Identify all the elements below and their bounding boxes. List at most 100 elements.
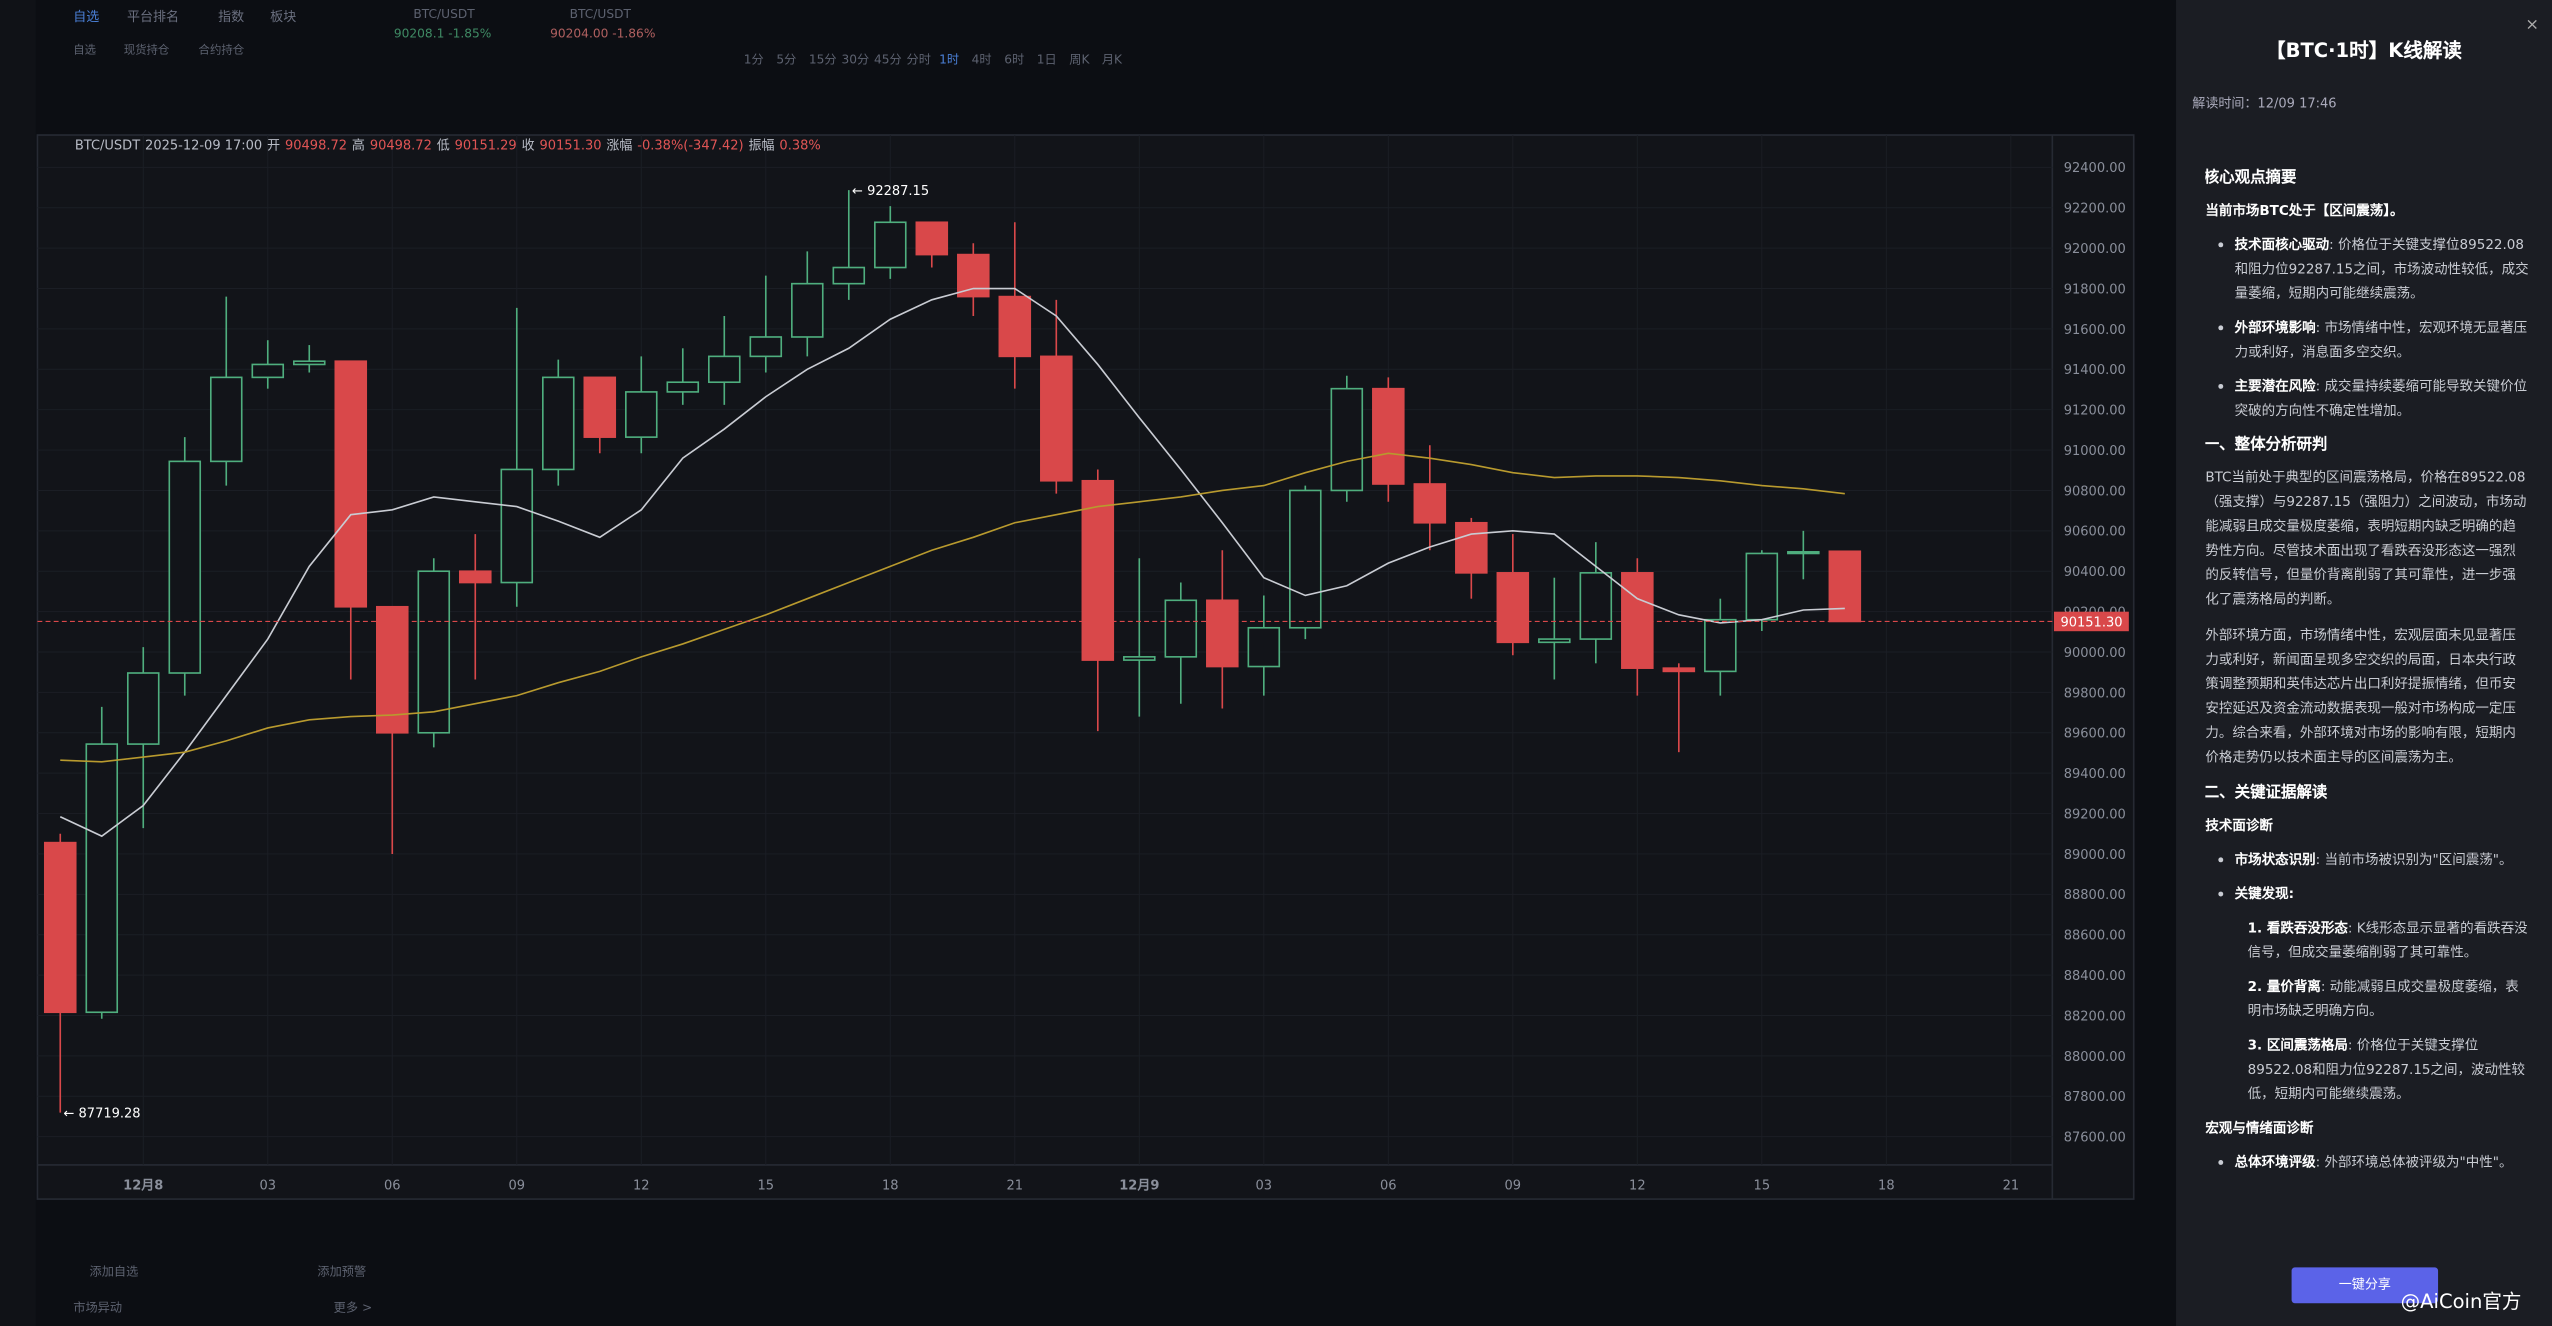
timeframe: 1时	[939, 52, 960, 67]
text: : K线形态显示显著的看跌吞没信号，但成交量萎缩削弱了其可靠性。	[2247, 919, 2528, 960]
candle-body	[375, 605, 409, 734]
x-tick-label: 12	[633, 1178, 650, 1193]
y-tick-label: 91400.00	[2064, 363, 2126, 378]
nav-item: 平台排名	[126, 9, 180, 25]
candle-body	[791, 282, 824, 338]
tab-name: BTC/USDT	[569, 6, 631, 22]
y-tick-label: 89400.00	[2064, 767, 2126, 782]
candle-body	[915, 221, 949, 256]
info-part: 0.38%	[779, 139, 820, 154]
y-tick-label: 90600.00	[2064, 525, 2126, 540]
candle-body	[1538, 638, 1571, 644]
y-tick-label: 91800.00	[2064, 282, 2126, 297]
low-label: ← 87719.28	[64, 1106, 141, 1121]
y-tick-label: 92200.00	[2064, 202, 2126, 217]
candle-body	[625, 391, 658, 438]
y-tick-label: 90800.00	[2064, 484, 2126, 499]
candle-body	[957, 253, 990, 298]
candle-body	[292, 360, 326, 366]
watermark: @AiCoin官方	[2400, 1290, 2522, 1313]
text: : 市场情绪中性，宏观环境无显著压力或利好，消息面多空交织。	[2234, 318, 2528, 360]
candle-body	[1330, 387, 1364, 492]
candle-body	[459, 570, 492, 584]
timeframe: 周K	[1069, 52, 1090, 67]
timeframe: 1分	[743, 52, 764, 67]
x-tick-label: 06	[1380, 1178, 1397, 1193]
panel-sub: 技术面诊断	[2205, 816, 2273, 834]
candle-body	[209, 376, 243, 463]
candle-body	[542, 376, 575, 471]
ohlc-info: BTC/USDT 2025-12-09 17:00 开 90498.72 高 90498.…	[75, 138, 821, 154]
y-tick-label: 89000.00	[2064, 848, 2126, 863]
x-tick-label: 21	[2003, 1178, 2020, 1193]
analysis-panel: 【BTC·1时】K线解读 × 解读时间：12/09 17:46 核心观点摘要 当前…	[2176, 0, 2552, 1326]
bold-text: 关键发现:	[2234, 885, 2295, 902]
candle-body	[168, 460, 202, 674]
text: : 价格位于关键支撑位89522.08和阻力位92287.15之间，波动性较低，…	[2247, 1036, 2526, 1102]
last-price-box	[2053, 611, 2129, 632]
panel-body: 核心观点摘要 当前市场BTC处于【区间震荡】。 技术面核心驱动: 价格位于关键支撑位…	[2205, 156, 2529, 1246]
candle-body	[85, 743, 119, 1014]
panel-h: 核心观点摘要	[2205, 169, 2297, 188]
x-tick-label: 21	[1007, 1178, 1024, 1193]
last-price-label: 90151.30	[2060, 615, 2122, 630]
bold-text: 2. 量价背离	[2247, 977, 2321, 995]
panel-p: BTC当前处于典型的区间震荡格局，价格在89522.08（强支撑）与92287.…	[2205, 468, 2527, 607]
candle-body	[666, 381, 700, 393]
timeframe: 15分	[808, 52, 837, 67]
candle-body	[1621, 572, 1654, 669]
nav-item: 指数	[218, 9, 245, 25]
candle-body	[334, 360, 368, 608]
panel-sub: 宏观与情绪面诊断	[2205, 1119, 2314, 1136]
y-tick-label: 88800.00	[2064, 888, 2126, 903]
x-tick-label: 12月9	[1119, 1178, 1159, 1193]
candle-body	[1787, 551, 1820, 555]
close-button[interactable]: ×	[2525, 16, 2539, 35]
candle-body	[43, 841, 77, 1014]
panel-pb: 当前市场BTC处于【区间震荡】。	[2205, 201, 2404, 219]
candle-body	[583, 376, 617, 438]
candle-body	[1164, 599, 1198, 658]
bold-text: 技术面核心驱动	[2234, 235, 2330, 253]
panel-li: 总体环境评级: 外部环境总体被评级为"中性"。	[2218, 1150, 2529, 1174]
bottom-item: 市场异动	[73, 1299, 123, 1315]
subnav-item: 自选	[73, 43, 97, 57]
bold-text: 总体环境评级	[2234, 1153, 2316, 1170]
panel-time: 解读时间：12/09 17:46	[2192, 95, 2337, 111]
text: : 价格位于关键支撑位89522.08和阻力位92287.15之间，市场波动性较…	[2234, 235, 2529, 301]
moving-average	[60, 452, 1845, 763]
info-part: 涨幅	[606, 139, 632, 154]
x-tick-label: 09	[1505, 1178, 1522, 1193]
candle-body	[1247, 626, 1281, 668]
bottom-item: 添加预警	[317, 1264, 367, 1279]
panel-ni: 2. 量价背离: 动能减弱且成交量极度萎缩，表明市场缺乏明确方向。	[2205, 975, 2529, 1024]
x-tick-label: 03	[259, 1178, 276, 1193]
y-tick-label: 89800.00	[2064, 686, 2126, 701]
candle-body	[1828, 550, 1862, 623]
candle-body	[126, 672, 160, 745]
y-tick-label: 90000.00	[2064, 646, 2126, 661]
tab-name: BTC/USDT	[413, 6, 475, 22]
candle-body	[251, 363, 285, 379]
candle-body	[1081, 479, 1115, 661]
subnav-item: 现货持仓	[123, 43, 170, 57]
nav-item: 自选	[73, 9, 100, 25]
share-button[interactable]: 一键分享	[2291, 1267, 2439, 1304]
candle-body	[749, 336, 783, 358]
candle-body	[1745, 552, 1779, 621]
high-label: ← 92287.15	[852, 184, 929, 199]
y-tick-label: 92400.00	[2064, 161, 2126, 176]
panel-li: 技术面核心驱动: 价格位于关键支撑位89522.08和阻力位92287.15之间…	[2218, 233, 2529, 306]
timeframe: 45分	[873, 52, 902, 67]
panel-h: 二、关键证据解读	[2205, 784, 2328, 803]
y-tick-label: 88600.00	[2064, 929, 2126, 944]
text: : 动能减弱且成交量极度萎缩，表明市场缺乏明确方向。	[2247, 977, 2519, 1019]
candle-body	[1704, 618, 1737, 673]
panel-li: 关键发现:	[2218, 882, 2529, 906]
info-part: 开	[267, 139, 280, 154]
timeframe: 1日	[1036, 52, 1057, 67]
bottom-item: 更多 >	[333, 1299, 373, 1315]
panel-h: 一、整体分析研判	[2205, 436, 2328, 454]
